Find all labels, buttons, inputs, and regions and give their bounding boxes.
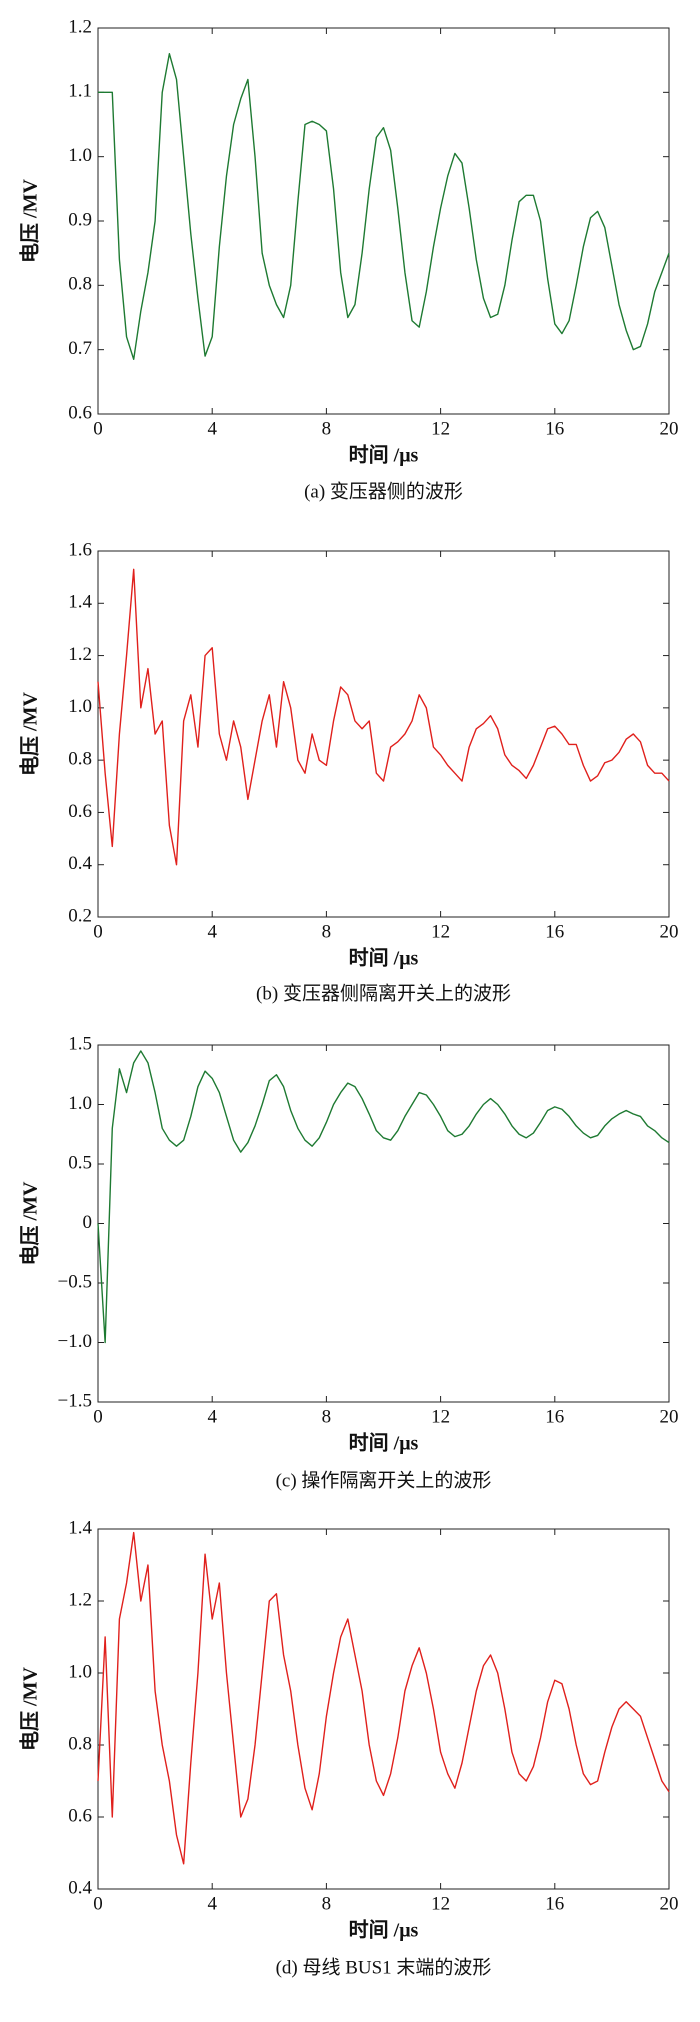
- y-tick-label: 0.8: [68, 749, 92, 770]
- y-tick-label: 1.6: [68, 539, 92, 560]
- x-tick-label: 0: [93, 1893, 103, 1914]
- y-tick-label: 0.9: [68, 209, 92, 230]
- x-axis-label: 时间 /μs: [349, 947, 419, 970]
- y-tick-label: 0.4: [68, 1877, 92, 1898]
- y-tick-label: 1.2: [68, 16, 92, 37]
- x-tick-label: 20: [660, 418, 679, 439]
- y-tick-label: 1.1: [68, 81, 92, 102]
- x-axis-label: 时间 /μs: [349, 1919, 419, 1942]
- y-tick-label: −1.5: [58, 1390, 92, 1411]
- x-tick-label: 0: [93, 921, 103, 942]
- y-tick-label: −0.5: [58, 1271, 92, 1292]
- y-tick-label: −1.0: [58, 1331, 92, 1352]
- y-axis-label: 电压 /MV: [19, 692, 42, 776]
- x-tick-label: 20: [660, 1893, 679, 1914]
- y-tick-label: 1.4: [68, 592, 92, 613]
- y-tick-label: 0.7: [68, 338, 92, 359]
- y-tick-label: 1.0: [68, 696, 92, 717]
- x-tick-label: 16: [545, 418, 564, 439]
- y-axis-label: 电压 /MV: [19, 179, 42, 263]
- y-tick-label: 0.6: [68, 1805, 92, 1826]
- y-tick-label: 0.8: [68, 1733, 92, 1754]
- x-tick-label: 16: [545, 1406, 564, 1427]
- x-tick-label: 16: [545, 921, 564, 942]
- x-tick-label: 20: [660, 1406, 679, 1427]
- y-tick-label: 0.6: [68, 801, 92, 822]
- waveform: [97, 1050, 670, 1344]
- x-tick-label: 4: [207, 921, 217, 942]
- x-tick-label: 8: [322, 1893, 332, 1914]
- x-tick-label: 8: [322, 1406, 332, 1427]
- y-tick-label: 0.4: [68, 853, 92, 874]
- y-tick-label: 0.6: [68, 402, 92, 423]
- y-axis-label: 电压 /MV: [19, 1667, 42, 1751]
- y-tick-label: 0.8: [68, 274, 92, 295]
- x-tick-label: 8: [322, 921, 332, 942]
- x-tick-label: 4: [207, 1893, 217, 1914]
- y-tick-label: 1.4: [68, 1517, 92, 1538]
- plot-frame: [97, 1044, 670, 1403]
- caption: (b) 变压器侧隔离开关上的波形: [256, 982, 511, 1004]
- x-tick-label: 12: [431, 1406, 450, 1427]
- waveform: [97, 568, 670, 866]
- caption: (d) 母线 BUS1 末端的波形: [276, 1956, 492, 1978]
- y-tick-label: 0: [83, 1212, 93, 1233]
- x-tick-label: 4: [207, 1406, 217, 1427]
- y-tick-label: 0.5: [68, 1152, 92, 1173]
- y-tick-label: 1.2: [68, 644, 92, 665]
- waveform: [97, 1531, 670, 1865]
- x-tick-label: 0: [93, 1406, 103, 1427]
- x-axis-label: 时间 /μs: [349, 1432, 419, 1455]
- y-tick-label: 1.5: [68, 1033, 92, 1054]
- x-tick-label: 4: [207, 418, 217, 439]
- y-tick-label: 1.0: [68, 1661, 92, 1682]
- x-tick-label: 0: [93, 418, 103, 439]
- y-tick-label: 1.2: [68, 1589, 92, 1610]
- y-tick-label: 0.2: [68, 905, 92, 926]
- plot-frame: [97, 550, 670, 918]
- waveform: [98, 53, 670, 361]
- caption: (a) 变压器侧的波形: [304, 480, 463, 502]
- x-tick-label: 12: [431, 418, 450, 439]
- x-tick-label: 20: [660, 921, 679, 942]
- x-tick-label: 8: [322, 418, 332, 439]
- caption: (c) 操作隔离开关上的波形: [276, 1469, 492, 1491]
- x-tick-label: 16: [545, 1893, 564, 1914]
- plot-frame: [97, 27, 670, 415]
- y-tick-label: 1.0: [68, 1093, 92, 1114]
- y-tick-label: 1.0: [68, 145, 92, 166]
- plot-frame: [97, 1528, 670, 1890]
- y-axis-label: 电压 /MV: [19, 1181, 42, 1265]
- x-tick-label: 12: [431, 1893, 450, 1914]
- x-axis-label: 时间 /μs: [349, 444, 419, 467]
- x-tick-label: 12: [431, 921, 450, 942]
